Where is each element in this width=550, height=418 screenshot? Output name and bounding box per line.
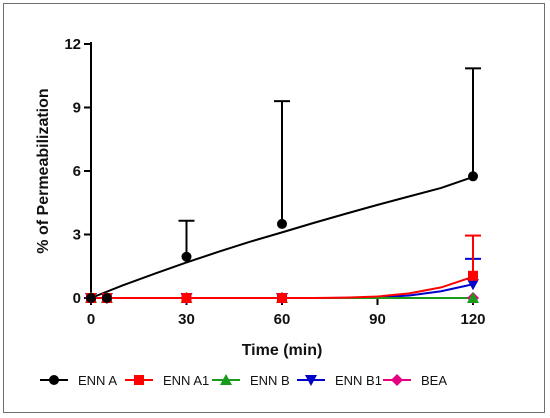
enn-a-point [181, 251, 192, 262]
x-tick-label: 0 [87, 311, 95, 328]
enn-a1-point [277, 293, 287, 303]
enn-a1-point [181, 293, 192, 303]
legend-marker-enn-a1 [134, 375, 144, 385]
legend-label-enn-b1: ENN B1 [335, 373, 382, 388]
legend-marker-enn-b [220, 374, 232, 385]
x-tick-label: 120 [460, 311, 485, 328]
x-tick-label: 30 [178, 311, 195, 328]
enn-a1-fit-line [91, 275, 474, 299]
y-tick-label: 6 [73, 163, 81, 180]
y-tick-label: 9 [73, 100, 81, 117]
legend-label-enn-a1: ENN A1 [163, 373, 209, 388]
enn-a-point [86, 293, 96, 303]
legend-marker-bea [391, 374, 403, 386]
enn-b-point [467, 292, 479, 303]
x-axis-title: Time (min) [242, 342, 323, 359]
x-tick-label: 90 [369, 311, 386, 328]
chart-frame [3, 3, 545, 413]
legend-marker-enn-a [49, 375, 59, 385]
legend-label-bea: BEA [421, 373, 447, 388]
y-axis-title: % of Permeabilization [35, 88, 52, 253]
enn-a1-point [468, 270, 478, 281]
legend-label-enn-b: ENN B [250, 373, 290, 388]
legend-label-enn-a: ENN A [78, 373, 117, 388]
x-tick-label: 60 [274, 311, 291, 328]
enn-a-point [277, 218, 287, 229]
enn-b1-point [467, 279, 479, 291]
legend-marker-enn-b1 [305, 375, 317, 386]
y-tick-label: 12 [64, 36, 81, 53]
enn-a-point [101, 293, 112, 303]
y-tick-label: 3 [73, 227, 81, 244]
y-tick-label: 0 [73, 290, 81, 307]
enn-a-point [468, 171, 478, 182]
enn-a-fit-line [90, 175, 474, 299]
